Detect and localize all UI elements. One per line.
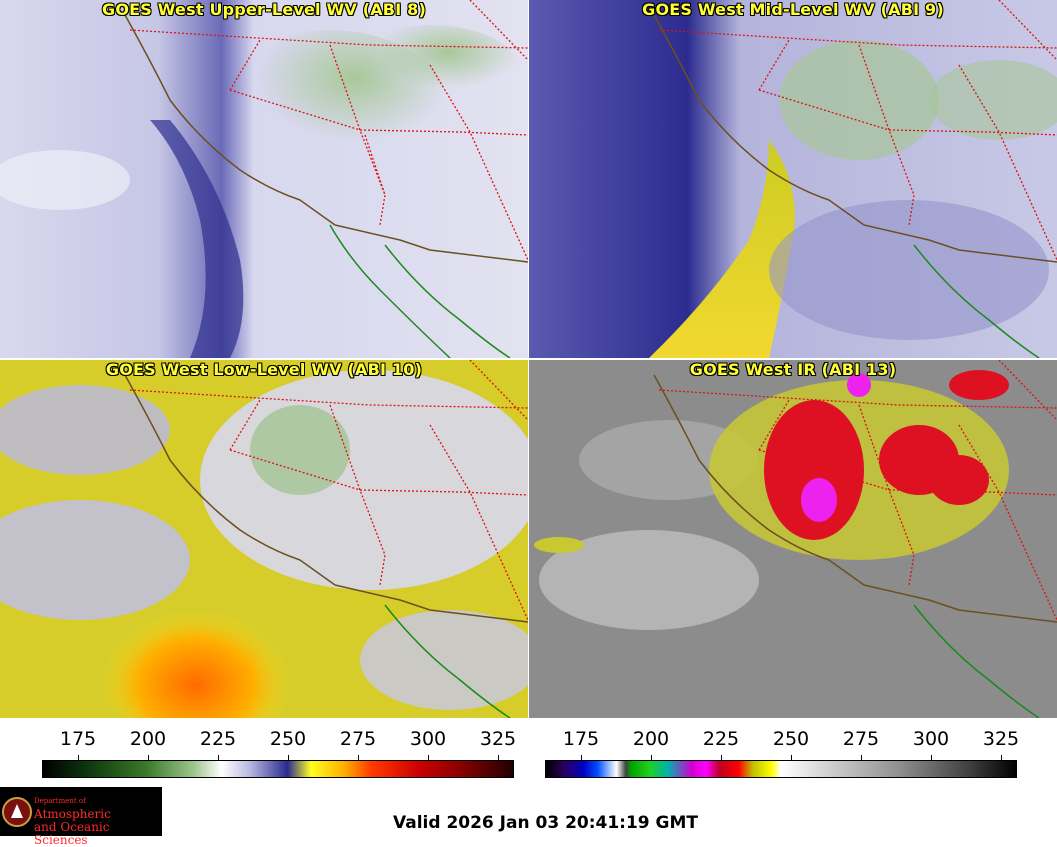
- ir-colorbar-ticks: 175 200 225 250 275 300 325: [503, 722, 1031, 762]
- tick-label: 275: [842, 728, 880, 750]
- ir-colorbar: 175 200 225 250 275 300 325: [503, 722, 1031, 782]
- tick-mark: [581, 755, 582, 761]
- tick-mark: [721, 755, 722, 761]
- logo-text: Department of Atmospheric and Oceanic Sc…: [34, 795, 162, 847]
- tick-mark: [931, 755, 932, 761]
- low-level-wv-image: [0, 360, 528, 718]
- tick-mark: [78, 755, 79, 761]
- valid-time: Valid 2026 Jan 03 20:41:19 GMT: [393, 813, 699, 833]
- tick-mark: [428, 755, 429, 761]
- tick-label: 275: [339, 728, 377, 750]
- upper-level-wv-panel: GOES West Upper-Level WV (ABI 8): [0, 0, 528, 358]
- ir-image: [529, 360, 1057, 718]
- mid-level-wv-panel: GOES West Mid-Level WV (ABI 9): [529, 0, 1057, 358]
- logo-line-1: Department of: [34, 797, 86, 805]
- upper-level-wv-image: [0, 0, 528, 358]
- tick-mark: [791, 755, 792, 761]
- wv-colorbar: 175 200 225 250 275 300 325: [0, 722, 528, 782]
- tick-mark: [651, 755, 652, 761]
- wv-colorbar-ticks: 175 200 225 250 275 300 325: [0, 722, 528, 762]
- tick-label: 250: [772, 728, 810, 750]
- tick-label: 225: [702, 728, 740, 750]
- panel-title: GOES West Low-Level WV (ABI 10): [105, 360, 423, 379]
- tick-mark: [148, 755, 149, 761]
- tick-label: 225: [199, 728, 237, 750]
- logo-line-3: and Oceanic Sciences: [34, 820, 110, 847]
- tick-label: 300: [409, 728, 447, 750]
- tick-mark: [288, 755, 289, 761]
- aos-logo: Department of Atmospheric and Oceanic Sc…: [0, 787, 162, 847]
- panel-title: GOES West Mid-Level WV (ABI 9): [642, 0, 944, 19]
- mid-level-wv-image: [529, 0, 1057, 358]
- tick-label: 200: [632, 728, 670, 750]
- wv-colorbar-gradient: [42, 760, 514, 778]
- tick-label: 175: [59, 728, 97, 750]
- tick-label: 250: [269, 728, 307, 750]
- panel-title: GOES West Upper-Level WV (ABI 8): [102, 0, 426, 19]
- ir-colorbar-gradient: [545, 760, 1017, 778]
- tick-label: 325: [982, 728, 1020, 750]
- uw-crest-icon: [2, 797, 32, 827]
- logo-line-2: Atmospheric: [34, 807, 111, 821]
- tick-mark: [1001, 755, 1002, 761]
- tick-label: 300: [912, 728, 950, 750]
- tick-mark: [861, 755, 862, 761]
- ir-panel: GOES West IR (ABI 13): [529, 360, 1057, 718]
- tick-label: 325: [479, 728, 517, 750]
- tick-mark: [498, 755, 499, 761]
- tick-mark: [358, 755, 359, 761]
- tick-label: 175: [562, 728, 600, 750]
- low-level-wv-panel: GOES West Low-Level WV (ABI 10): [0, 360, 528, 718]
- tick-mark: [218, 755, 219, 761]
- tick-label: 200: [129, 728, 167, 750]
- panel-title: GOES West IR (ABI 13): [689, 360, 897, 379]
